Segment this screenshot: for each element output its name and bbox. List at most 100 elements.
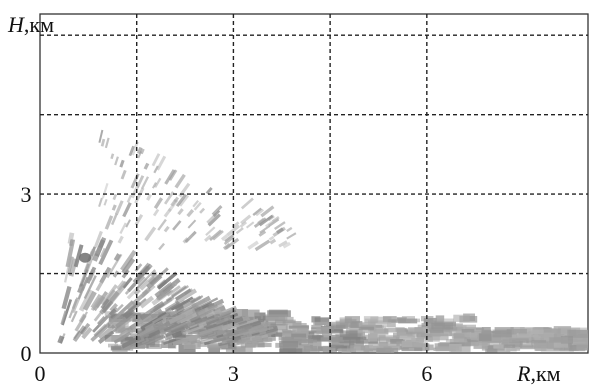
echo-streak [173, 196, 180, 203]
echo-cell [339, 330, 358, 337]
echo-streak [98, 239, 114, 266]
echo-cell [509, 338, 529, 344]
echo-streak [209, 229, 222, 242]
echo-cell [208, 346, 220, 353]
echo-streak [131, 289, 149, 306]
echo-streak [119, 329, 130, 338]
echo-streak [61, 286, 72, 310]
echo-streak [170, 320, 190, 331]
echo-streak [251, 337, 273, 346]
plot-area [39, 13, 589, 354]
echo-streak [67, 232, 75, 245]
echo-streak [93, 311, 103, 322]
echo-cell [316, 326, 332, 335]
echo-cell [538, 328, 557, 334]
echo-streak [174, 173, 186, 189]
echo-cell [387, 319, 396, 328]
echo-streak [271, 215, 280, 223]
echo-streak [90, 322, 111, 342]
echo-streak [126, 194, 133, 203]
echo-cell [382, 316, 397, 323]
echo-cell [265, 314, 288, 321]
echo-cell [151, 339, 164, 343]
echo-streak [205, 186, 213, 195]
echo-streak [220, 234, 229, 242]
y-axis-variable: H [7, 12, 25, 37]
echo-cell [225, 345, 246, 352]
echo-streak [152, 208, 160, 217]
echo-streak [278, 240, 288, 248]
echo-streak [225, 323, 252, 336]
echo-streak [172, 333, 201, 347]
echo-streak [135, 313, 153, 326]
echo-cell [377, 343, 400, 351]
echo-streak [151, 333, 159, 339]
echo-cell [329, 345, 347, 351]
echo-streak [151, 182, 157, 189]
echo-streak [154, 177, 162, 188]
echo-streak [98, 324, 116, 340]
echo-streak [282, 241, 291, 249]
echo-cell [350, 345, 370, 353]
echo-streak [240, 197, 254, 210]
echo-streak [72, 286, 86, 314]
echo-streak [116, 314, 138, 332]
echo-streak [212, 209, 221, 218]
echo-streak [139, 148, 145, 155]
echo-cell [279, 341, 298, 348]
echo-streak [68, 297, 79, 319]
echo-cell [310, 345, 329, 352]
echo-streak [156, 271, 178, 290]
echo-streak [134, 187, 145, 204]
echo-cell [313, 321, 337, 325]
echo-cell [130, 333, 139, 338]
echo-streak [201, 303, 210, 310]
echo-cell [110, 347, 134, 351]
echo-cell [378, 335, 400, 343]
echo-streak [254, 239, 271, 252]
echo-cell [540, 346, 560, 352]
echo-cell [461, 329, 475, 333]
echo-cell [346, 327, 370, 334]
echo-cell [519, 340, 533, 345]
echo-cell [499, 340, 508, 347]
echo-cell [568, 329, 588, 338]
echo-streak [115, 313, 133, 329]
echo-streak [144, 322, 156, 331]
echo-streak [207, 213, 221, 227]
echo-cell [554, 333, 575, 337]
echo-cell [146, 343, 162, 349]
echo-cell [430, 330, 453, 337]
echo-streak [120, 249, 137, 272]
echo-cell [435, 315, 445, 323]
y-axis-unit: ,км [24, 12, 54, 37]
echo-streak [193, 201, 202, 211]
echo-streak [231, 318, 259, 329]
echo-streak [134, 214, 144, 226]
grid-lines [40, 14, 588, 353]
echo-cell [534, 341, 554, 349]
echo-cell [104, 335, 128, 342]
echo-streak [120, 169, 127, 180]
echo-cell [303, 345, 318, 352]
echo-cell [188, 329, 206, 335]
echo-cell [254, 312, 266, 320]
echo-cell [530, 329, 544, 335]
echo-streak [195, 299, 206, 307]
echo-cell [111, 345, 122, 350]
echo-streak [136, 265, 151, 282]
echo-streak [168, 169, 178, 181]
echo-streak [226, 224, 241, 237]
echo-streak [85, 266, 97, 284]
echo-streak [119, 159, 125, 168]
echo-streak [125, 219, 131, 228]
echo-streak [212, 229, 224, 241]
echo-streak [206, 298, 225, 311]
echo-streak [158, 242, 166, 251]
echo-cell [322, 331, 333, 338]
echo-cell [445, 339, 467, 343]
echo-streak [101, 300, 114, 314]
echo-streak [190, 295, 204, 304]
echo-streak [110, 153, 115, 160]
